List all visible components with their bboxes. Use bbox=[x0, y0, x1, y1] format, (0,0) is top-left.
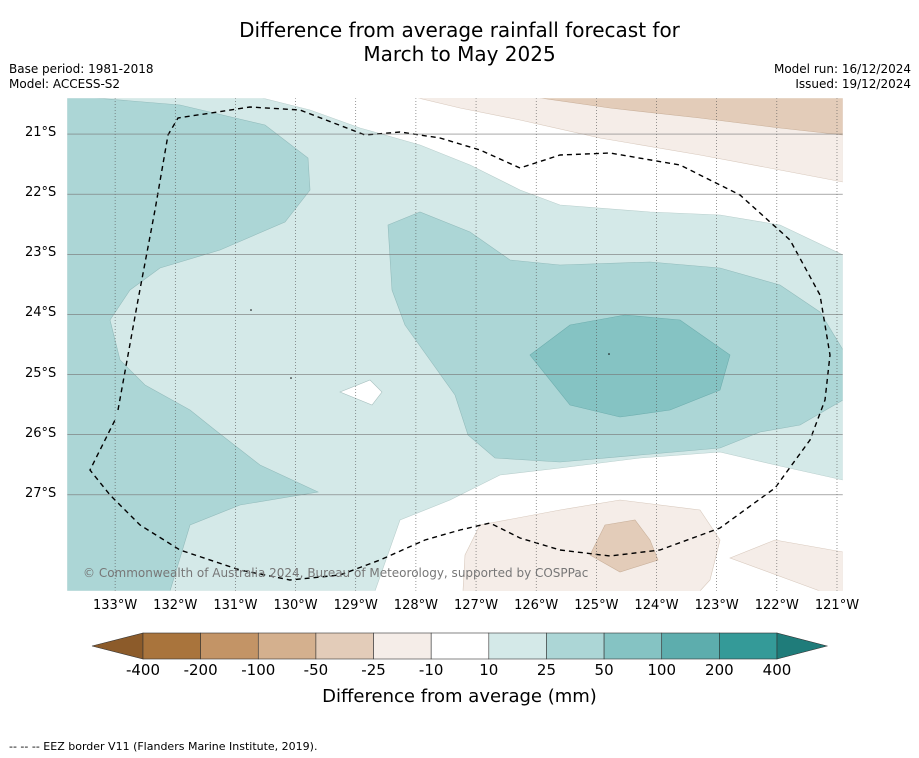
longitude-tick-label: 129°W bbox=[333, 598, 378, 613]
contour-fills bbox=[67, 98, 843, 591]
colorbar-tick-label: 25 bbox=[536, 661, 556, 679]
colorbar-segment bbox=[661, 632, 720, 660]
title-line-1: Difference from average rainfall forecas… bbox=[239, 18, 680, 42]
colorbar-segment bbox=[142, 632, 201, 660]
colorbar-extend-low bbox=[91, 632, 144, 660]
longitude-tick-label: 124°W bbox=[634, 598, 679, 613]
colorbar bbox=[91, 632, 829, 660]
contour-drier-south bbox=[589, 519, 659, 573]
eez-legend-note: -- -- -- EEZ border V11 (Flanders Marine… bbox=[9, 740, 318, 753]
colorbar-tick-label: 50 bbox=[594, 661, 614, 679]
model-name: Model: ACCESS-S2 bbox=[9, 77, 121, 91]
longitude-tick-label: 130°W bbox=[273, 598, 318, 613]
colorbar-segment bbox=[488, 632, 547, 660]
contour-speck bbox=[290, 377, 292, 379]
contour-speck bbox=[250, 309, 252, 311]
longitude-tick-label: 132°W bbox=[153, 598, 198, 613]
colorbar-tick-label: -100 bbox=[241, 661, 276, 679]
colorbar-segment bbox=[373, 632, 432, 660]
eez-border bbox=[89, 106, 831, 581]
colorbar-tick-label: 100 bbox=[647, 661, 677, 679]
meta-right: Model run: 16/12/2024 Issued: 19/12/2024 bbox=[774, 62, 911, 92]
longitude-tick-label: 131°W bbox=[213, 598, 258, 613]
latitude-tick-label: 22°S bbox=[25, 185, 57, 201]
longitude-tick-label: 128°W bbox=[393, 598, 438, 613]
longitude-tick-label: 121°W bbox=[814, 598, 860, 613]
model-run: Model run: 16/12/2024 bbox=[773, 62, 911, 76]
colorbar-segment bbox=[315, 632, 374, 660]
colorbar-segment bbox=[719, 632, 778, 660]
longitude-tick-label: 123°W bbox=[694, 598, 739, 613]
latitude-tick-label: 23°S bbox=[25, 245, 57, 261]
map-frame bbox=[66, 97, 844, 592]
map-gridlines bbox=[67, 98, 843, 591]
colorbar-tick-label: -25 bbox=[361, 661, 386, 679]
latitude-tick-label: 24°S bbox=[25, 305, 57, 321]
latitude-tick-label: 25°S bbox=[25, 365, 57, 381]
contour-50-100 bbox=[529, 314, 731, 418]
colorbar-tick-label: -200 bbox=[183, 661, 218, 679]
colorbar-segment bbox=[200, 632, 259, 660]
colorbar-tick-label: 10 bbox=[479, 661, 499, 679]
colorbar-tick-label: -10 bbox=[418, 661, 444, 679]
colorbar-tick-label: 200 bbox=[705, 661, 734, 679]
latitude-tick-label: 21°S bbox=[25, 125, 57, 141]
colorbar-tick-label: 400 bbox=[762, 661, 792, 679]
contour-dry-southeast bbox=[729, 539, 843, 591]
copyright-notice: © Commonwealth of Australia 2024, Bureau… bbox=[83, 566, 589, 580]
latitude-tick-label: 27°S bbox=[25, 485, 57, 501]
colorbar-segment bbox=[257, 632, 317, 660]
contour-dry-south bbox=[462, 499, 721, 591]
longitude-tick-label: 122°W bbox=[754, 598, 799, 613]
longitude-tick-label: 126°W bbox=[514, 598, 559, 613]
latitude-tick-label: 26°S bbox=[25, 425, 57, 441]
colorbar-segment bbox=[546, 632, 605, 660]
contour-speck bbox=[608, 353, 610, 355]
colorbar-tick-label: -50 bbox=[303, 661, 329, 679]
colorbar-segment bbox=[430, 632, 490, 660]
base-period: Base period: 1981-2018 bbox=[9, 62, 154, 76]
longitude-tick-label: 133°W bbox=[93, 598, 138, 613]
longitude-tick-label: 125°W bbox=[574, 598, 619, 613]
contour-dry-hole bbox=[339, 379, 383, 406]
map-title: Difference from average rainfall forecas… bbox=[0, 18, 919, 66]
contour-25-50-west bbox=[67, 98, 320, 591]
issued-date: Issued: 19/12/2024 bbox=[795, 77, 911, 91]
longitude-tick-label: 127°W bbox=[453, 598, 499, 613]
colorbar-segment bbox=[603, 632, 663, 660]
contour-drier-northeast bbox=[539, 98, 843, 136]
meta-left: Base period: 1981-2018 Model: ACCESS-S2 bbox=[9, 62, 154, 92]
colorbar-tick-label: -400 bbox=[125, 661, 161, 679]
colorbar-extend-high bbox=[776, 632, 829, 660]
title-line-2: March to May 2025 bbox=[363, 42, 556, 66]
colorbar-label: Difference from average (mm) bbox=[322, 686, 597, 707]
